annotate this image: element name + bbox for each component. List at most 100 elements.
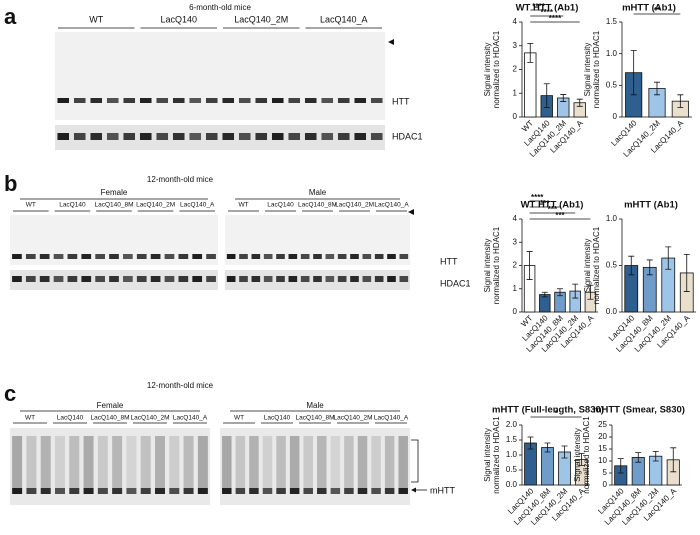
band: [156, 133, 169, 140]
arrowhead: [388, 39, 394, 45]
smear: [69, 436, 80, 488]
band: [55, 488, 65, 494]
error-bar: [630, 50, 637, 96]
y-tick-label: 0: [603, 480, 608, 489]
band: [39, 254, 50, 259]
panel-letter: b: [4, 171, 17, 196]
group-label: LacQ140_2M: [335, 202, 374, 209]
sex-label: Female: [97, 401, 124, 410]
group-label: WT: [238, 202, 248, 209]
band: [249, 488, 259, 494]
band: [387, 276, 396, 282]
chart-title: mHTT (Full-length, S830): [492, 405, 604, 416]
band: [150, 276, 161, 282]
band: [57, 98, 70, 103]
group-label: LacQ140_2M: [130, 415, 169, 422]
smear: [330, 436, 341, 488]
error-bar: [683, 253, 690, 292]
significance-label: ****: [532, 2, 545, 11]
band: [304, 133, 317, 140]
band: [81, 254, 92, 259]
chart-title: mHTT (Ab1): [622, 3, 676, 14]
group-label: LacQ140_8M: [94, 202, 133, 209]
panel-letter: a: [4, 4, 17, 29]
band: [313, 254, 322, 259]
y-tick-label: 0.0: [506, 480, 518, 489]
chart-title: WT HTT (Ab1): [521, 200, 584, 211]
smear: [289, 436, 300, 488]
band: [354, 98, 367, 103]
band: [387, 254, 396, 259]
y-tick-label: 4: [513, 214, 518, 223]
smear: [249, 436, 259, 488]
band: [192, 254, 203, 259]
band: [123, 133, 136, 140]
band: [90, 133, 103, 140]
band: [325, 276, 335, 282]
smear: [276, 436, 286, 488]
significance-label: ****: [531, 193, 544, 202]
y-tick-label: 1.0: [506, 450, 518, 459]
y-tick-label: 0: [613, 112, 618, 121]
band: [106, 133, 119, 140]
error-bar: [587, 284, 594, 300]
sex-label: Female: [101, 188, 128, 197]
band: [321, 133, 334, 140]
smear: [357, 436, 368, 488]
band: [399, 276, 409, 282]
y-tick-label: 25: [598, 420, 607, 429]
band: [399, 254, 409, 259]
y-axis-label: Signal intensity: [483, 43, 492, 97]
y-tick-label: 3: [513, 237, 518, 246]
band: [255, 98, 268, 103]
blot-title: 6-month-old mice: [189, 3, 251, 12]
smear: [371, 436, 381, 488]
y-axis-label: normalized to HDAC1: [492, 226, 501, 304]
smear: [83, 436, 94, 488]
band: [39, 276, 50, 282]
y-tick-label: 0.0: [606, 307, 618, 316]
error-bar: [646, 259, 653, 276]
group-label: LacQ140_A: [320, 14, 368, 24]
band: [384, 488, 395, 494]
band: [238, 98, 251, 103]
sex-label: Male: [306, 401, 324, 410]
y-axis-label: normalized to HDAC1: [582, 416, 591, 494]
band: [374, 276, 384, 282]
band: [370, 98, 383, 103]
band: [123, 254, 133, 259]
band: [263, 276, 273, 282]
band: [123, 98, 136, 103]
y-tick-label: 0.5: [506, 465, 518, 474]
group-label: LacQ140: [160, 14, 197, 24]
y-axis-label: Signal intensity: [483, 239, 492, 293]
group-label: LacQ140_2M: [234, 14, 288, 24]
band: [222, 488, 232, 494]
band: [263, 254, 273, 259]
band: [271, 133, 284, 140]
smear: [112, 436, 123, 488]
band: [97, 488, 108, 494]
error-bar: [665, 246, 672, 270]
smear: [126, 436, 137, 488]
band: [183, 488, 194, 494]
band: [169, 488, 180, 494]
band: [238, 133, 251, 140]
chart-title: mHTT (Ab1): [624, 200, 678, 211]
group-label: WT: [26, 202, 36, 209]
smear: [97, 436, 108, 488]
band: [337, 98, 350, 103]
significance-label: ****: [549, 14, 562, 23]
band: [344, 488, 354, 494]
y-tick-label: 2.0: [506, 420, 518, 429]
significance-label: **: [654, 6, 661, 15]
blot-title: 12-month-old mice: [147, 175, 214, 184]
band: [25, 254, 36, 259]
band: [362, 254, 372, 259]
band: [304, 98, 317, 103]
smear: [40, 436, 51, 488]
smear: [317, 436, 327, 488]
band: [12, 254, 22, 259]
group-label: LacQ140_8M: [90, 415, 129, 422]
band: [354, 133, 367, 140]
